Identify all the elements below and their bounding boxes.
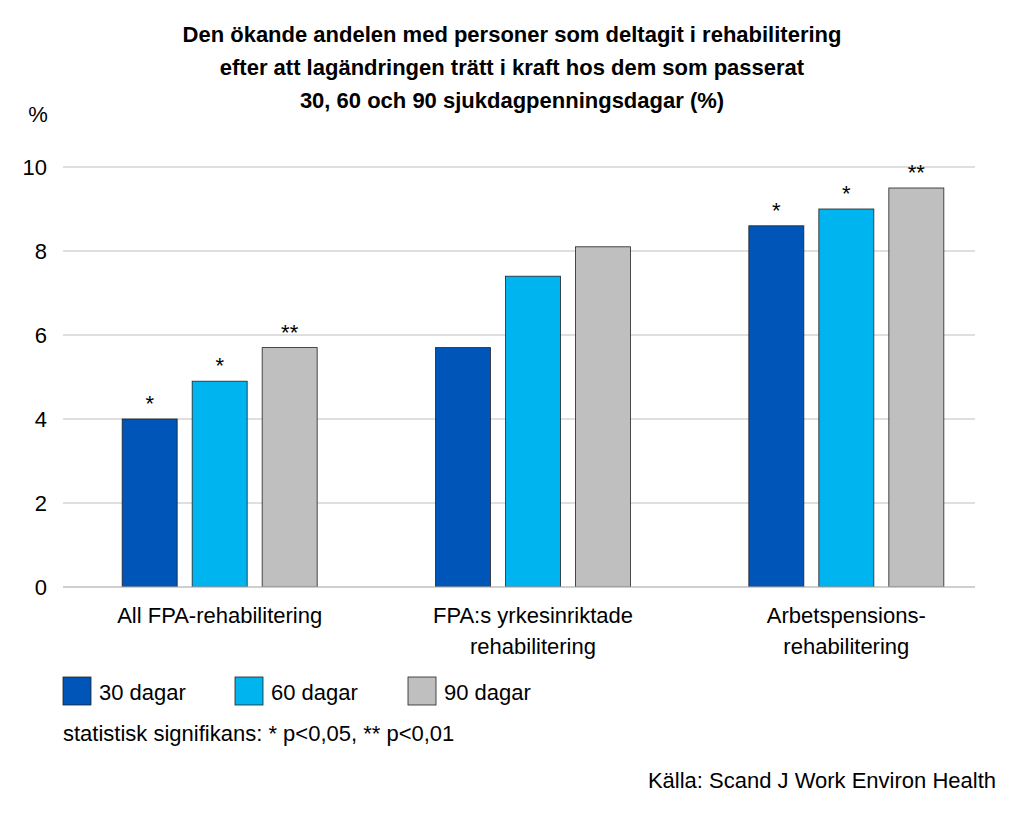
x-axis-line <box>63 587 975 588</box>
text-line: rehabilitering <box>783 634 909 659</box>
text-line: rehabilitering <box>470 634 596 659</box>
legend-label: 30 dagar <box>99 680 186 705</box>
bar <box>749 226 804 587</box>
grid-line <box>63 167 975 168</box>
x-tick-label: All FPA-rehabilitering <box>117 603 322 628</box>
x-tick-label: Arbetspensions-rehabilitering <box>767 603 926 659</box>
legend-swatch <box>408 677 436 705</box>
y-tick-label: 6 <box>35 323 47 348</box>
text-line: Arbetspensions- <box>767 603 926 628</box>
bar <box>889 188 944 587</box>
y-tick-label: 4 <box>35 407 47 432</box>
text-line: FPA:s yrkesinriktade <box>433 603 633 628</box>
legend-swatch <box>63 677 91 705</box>
legend-label: 90 dagar <box>444 680 531 705</box>
title: Den ökande andelen med personer som delt… <box>183 22 842 113</box>
source: Källa: Scand J Work Environ Health <box>648 768 996 793</box>
y-tick-label: 10 <box>23 155 47 180</box>
chart: Den ökande andelen med personer som delt… <box>0 0 1024 816</box>
y-tick-label: 0 <box>35 575 47 600</box>
bar <box>262 348 317 587</box>
significance-mark: * <box>215 353 224 378</box>
text-line: All FPA-rehabilitering <box>117 603 322 628</box>
y-axis-label: % <box>28 102 48 127</box>
significance-mark: ** <box>908 160 926 185</box>
significance-note: statistisk signifikans: * p<0,05, ** p<0… <box>63 721 454 746</box>
bar <box>576 247 631 587</box>
significance-mark: ** <box>281 320 299 345</box>
x-tick-label: FPA:s yrkesinriktade rehabilitering <box>433 603 633 659</box>
y-tick-label: 2 <box>35 491 47 516</box>
significance-mark: * <box>772 198 781 223</box>
bar <box>122 419 177 587</box>
grid-line <box>63 587 975 588</box>
significance-mark: * <box>842 181 851 206</box>
bars <box>122 188 944 587</box>
text-line: 30, 60 och 90 sjukdagpenningsdagar (%) <box>300 88 724 113</box>
bar <box>436 348 491 587</box>
text-line: Den ökande andelen med personer som delt… <box>183 22 842 47</box>
text-line: efter att lagändringen trätt i kraft hos… <box>220 55 805 80</box>
significance-mark: * <box>145 391 154 416</box>
legend-label: 60 dagar <box>271 680 358 705</box>
y-tick-label: 8 <box>35 239 47 264</box>
bar <box>192 381 247 587</box>
bar <box>819 209 874 587</box>
legend-swatch <box>235 677 263 705</box>
bar <box>506 276 561 587</box>
